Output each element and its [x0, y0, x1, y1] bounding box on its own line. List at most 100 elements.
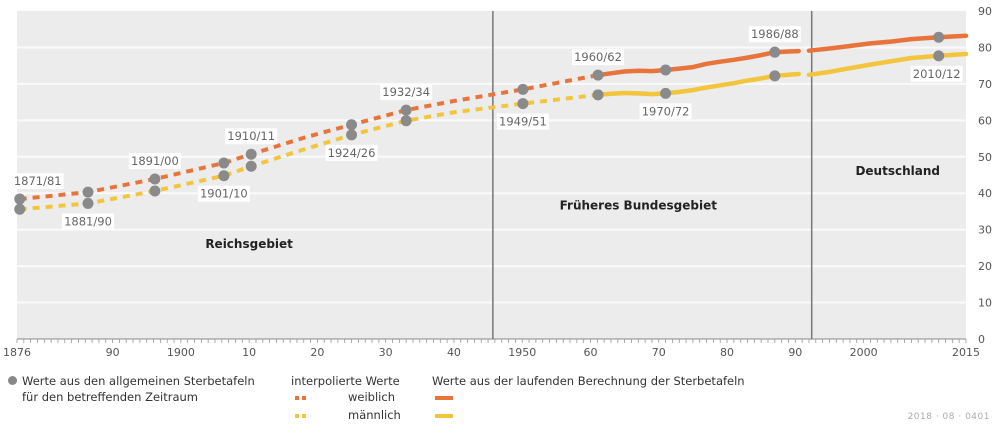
census-point-label: 1910/11 [227, 129, 275, 143]
census-point-label: 1901/10 [200, 187, 248, 201]
census-point-male [14, 203, 26, 215]
x-tick-label: 80 [720, 346, 734, 359]
y-axis-labels: 0 10 20 30 40 50 60 70 80 90 [978, 5, 992, 346]
x-tick-label: 20 [310, 346, 324, 359]
census-label-background [325, 144, 378, 161]
census-point-label: 1881/90 [64, 214, 112, 228]
y-tick-label: 0 [978, 333, 985, 346]
y-tick-label: 50 [978, 151, 992, 164]
legend-female-text: weiblich [348, 390, 395, 404]
census-label-background [62, 213, 115, 230]
census-point-female [592, 69, 604, 81]
series-line-interpolated-female [19, 73, 599, 202]
plot-background [17, 11, 966, 339]
x-tick-label: 1876 [3, 346, 31, 359]
census-point-female [218, 157, 230, 169]
x-axis-labels: 1876 90 1900 10 20 30 40 1950 60 70 80 90 2000 2015 [3, 346, 980, 359]
census-point-male [660, 87, 672, 99]
census-label-background [496, 113, 549, 130]
census-point-labels: 1871/81 1881/90 1891/00 1901/10 1910/11 1924/… [11, 26, 963, 230]
census-point-male [400, 115, 412, 127]
census-point-label: 1924/26 [328, 146, 376, 160]
series-line-running-male [595, 71, 801, 98]
census-point-label: 1986/88 [751, 27, 799, 41]
census-point-female [245, 148, 257, 160]
x-tick-label: 1950 [508, 346, 536, 359]
census-point-female [149, 173, 161, 185]
x-tick-label: 2015 [952, 346, 980, 359]
census-point-label: 1932/34 [382, 85, 430, 99]
series-line-interpolated-male [19, 92, 599, 212]
census-point-male [517, 98, 529, 110]
x-tick-label: 30 [379, 346, 393, 359]
life-expectancy-chart: 1876 90 1900 10 20 30 40 1950 60 70 80 90 2000 2015 0… [3, 5, 992, 359]
census-label-background [639, 103, 692, 120]
x-tick-label: 70 [652, 346, 666, 359]
census-point-female [517, 83, 529, 95]
census-point-label: 1871/81 [14, 174, 62, 188]
region-dividers [492, 11, 813, 339]
legend-census-line2: für den betreffenden Zeitraum [22, 390, 199, 404]
x-tick-label: 90 [788, 346, 802, 359]
census-points [14, 31, 945, 215]
legend-interpolated: interpolierte Werte [291, 373, 400, 389]
census-point-female [933, 31, 945, 43]
census-point-female [769, 46, 781, 58]
source-id: 2018 · 08 · 0401 [907, 412, 990, 422]
legend-female-solid-icon [435, 396, 453, 400]
census-point-male [769, 70, 781, 82]
region-label: Früheres Bundesgebiet [560, 199, 718, 213]
census-point-female [82, 186, 94, 198]
census-point-male [346, 129, 358, 141]
census-label-background [380, 84, 433, 101]
y-tick-label: 10 [978, 297, 992, 310]
census-point-label: 1949/51 [499, 115, 547, 129]
census-point-male [218, 170, 230, 182]
region-label: Deutschland [855, 164, 940, 178]
census-label-background [910, 65, 963, 82]
census-label-background [11, 173, 64, 190]
legend-running-title: Werte aus der laufenden Berechnung der S… [432, 374, 745, 388]
legend-interpolated-title: interpolierte Werte [291, 374, 400, 388]
census-label-background [748, 26, 801, 43]
census-point-female [400, 104, 412, 116]
x-tick-label: 1900 [167, 346, 195, 359]
census-point-female [346, 119, 358, 131]
census-point-male [149, 185, 161, 197]
legend-female-label: weiblich [348, 389, 395, 405]
y-tick-label: 20 [978, 260, 992, 273]
legend-male-solid-icon [435, 414, 453, 418]
census-point-label: 2010/12 [913, 67, 961, 81]
region-labels: Reichsgebiet Früheres Bundesgebiet Deutsch… [205, 164, 940, 251]
legend-census-points: Werte aus den allgemeinen Sterbetafeln f… [8, 373, 255, 405]
y-tick-label: 90 [978, 5, 992, 18]
legend-running: Werte aus der laufenden Berechnung der S… [432, 373, 745, 389]
legend-male-label: männlich [348, 407, 401, 423]
census-point-male [933, 50, 945, 62]
census-point-female [14, 193, 26, 205]
census-point-label: 1960/62 [574, 50, 622, 64]
census-point-male [245, 160, 257, 172]
census-point-male [82, 197, 94, 209]
y-tick-label: 60 [978, 114, 992, 127]
legend-male-dash-icon [302, 414, 306, 418]
legend-census-line1: Werte aus den allgemeinen Sterbetafeln [22, 374, 255, 388]
census-point-label: 1891/00 [131, 154, 179, 168]
x-tick-label: 60 [583, 346, 597, 359]
x-tick-label: 90 [106, 346, 120, 359]
census-label-background [572, 49, 625, 66]
legend-female-dash-icon [302, 396, 306, 400]
y-tick-label: 80 [978, 41, 992, 54]
series-line-running-female [595, 48, 801, 78]
region-label: Reichsgebiet [205, 237, 293, 251]
census-label-background [197, 185, 250, 202]
y-tick-label: 30 [978, 224, 992, 237]
census-label-background [225, 128, 278, 145]
census-point-label: 1970/72 [642, 104, 690, 118]
census-point-female [660, 64, 672, 76]
legend-male-dash-icon [295, 414, 299, 418]
legend-male-text: männlich [348, 408, 401, 422]
census-label-background [128, 153, 181, 170]
x-tick-label: 10 [242, 346, 256, 359]
census-point-male [592, 89, 604, 101]
